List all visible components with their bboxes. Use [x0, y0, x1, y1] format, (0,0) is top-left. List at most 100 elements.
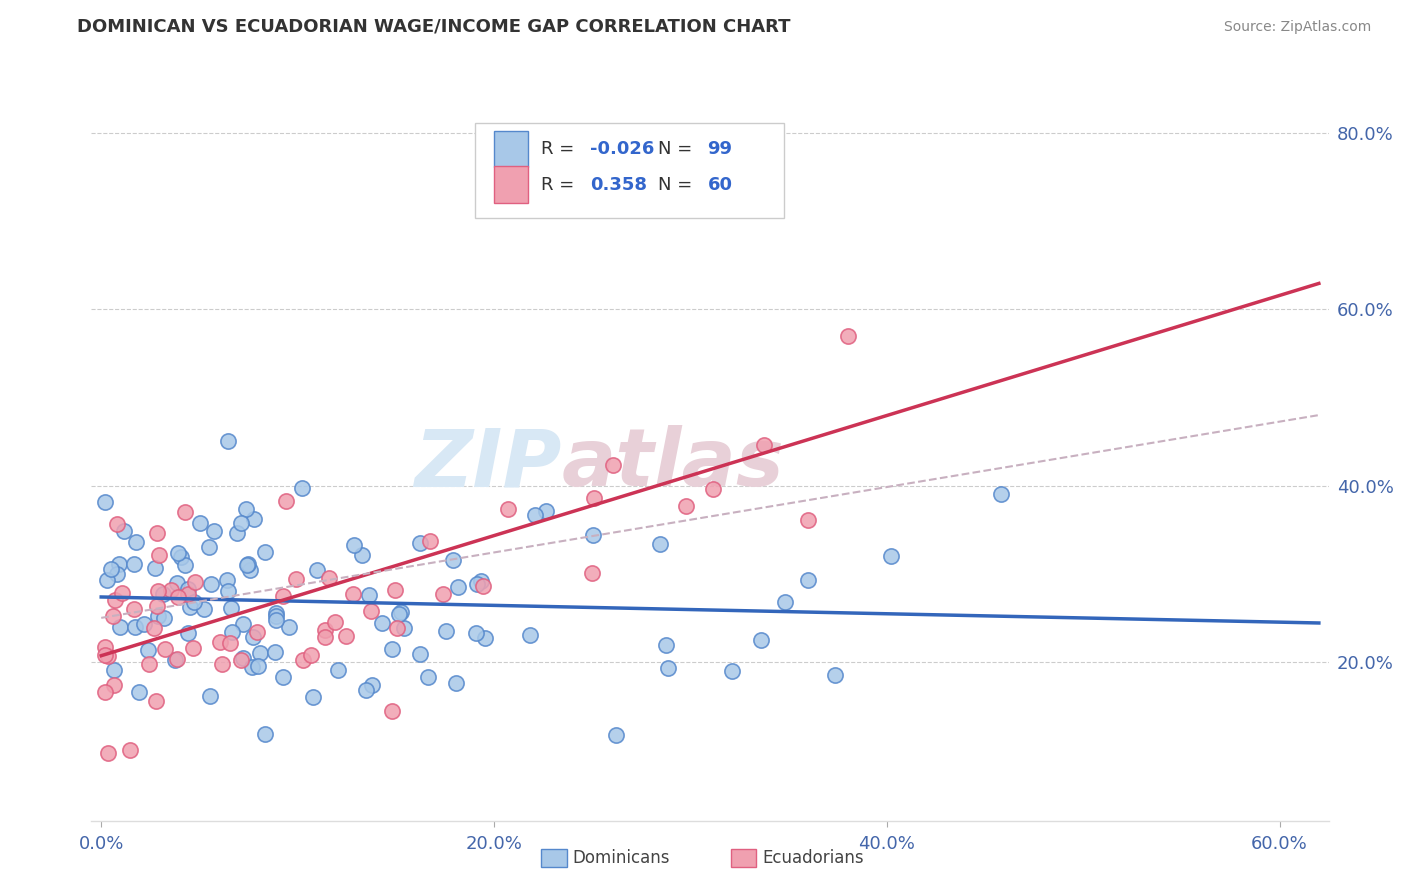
Point: [314, 623, 336, 637]
Point: [166, 652, 188, 666]
Point: [125, 534, 148, 549]
Point: [441, 553, 464, 567]
Point: [519, 628, 541, 642]
Point: [177, 582, 200, 596]
Point: [200, 689, 222, 703]
Point: [163, 653, 186, 667]
Point: [177, 625, 200, 640]
Point: [444, 676, 467, 690]
Point: [202, 524, 225, 538]
Point: [388, 607, 411, 622]
Point: [211, 657, 233, 671]
Point: [314, 630, 336, 644]
Point: [146, 609, 169, 624]
Point: [264, 645, 287, 659]
Point: [217, 584, 239, 599]
Point: [273, 670, 295, 684]
Point: [174, 558, 197, 572]
Point: [122, 602, 145, 616]
Point: [181, 640, 204, 655]
Text: DOMINICAN VS ECUADORIAN WAGE/INCOME GAP CORRELATION CHART: DOMINICAN VS ECUADORIAN WAGE/INCOME GAP …: [77, 17, 790, 35]
Text: Ecuadorians: Ecuadorians: [762, 849, 863, 867]
Point: [277, 620, 299, 634]
Point: [290, 481, 312, 495]
Point: [773, 595, 796, 609]
Point: [384, 582, 406, 597]
Point: [534, 504, 557, 518]
Point: [104, 593, 127, 607]
Point: [148, 548, 170, 562]
Point: [143, 621, 166, 635]
Point: [170, 549, 193, 564]
Point: [184, 574, 207, 589]
Point: [323, 615, 346, 629]
Point: [474, 631, 496, 645]
Point: [105, 516, 128, 531]
Point: [409, 535, 432, 549]
Point: [581, 566, 603, 580]
Point: [371, 616, 394, 631]
Point: [236, 557, 259, 571]
Point: [120, 743, 142, 757]
Text: 60: 60: [707, 176, 733, 194]
Text: R =: R =: [540, 140, 579, 158]
Point: [342, 587, 364, 601]
Point: [218, 636, 240, 650]
Point: [640, 187, 662, 202]
Point: [274, 494, 297, 508]
Point: [432, 586, 454, 600]
Point: [148, 584, 170, 599]
Point: [796, 513, 818, 527]
Point: [105, 567, 128, 582]
Text: -0.026: -0.026: [591, 140, 654, 158]
Point: [470, 574, 492, 589]
Point: [208, 634, 231, 648]
Point: [582, 491, 605, 505]
Point: [226, 526, 249, 541]
Point: [197, 540, 219, 554]
Point: [94, 685, 117, 699]
Point: [837, 328, 859, 343]
Point: [232, 651, 254, 665]
Point: [605, 728, 627, 742]
Point: [602, 458, 624, 472]
Point: [159, 582, 181, 597]
Point: [153, 642, 176, 657]
Point: [246, 625, 269, 640]
Point: [264, 608, 287, 623]
Point: [328, 663, 350, 677]
Point: [97, 746, 120, 760]
Point: [217, 434, 239, 449]
Point: [96, 573, 118, 587]
Point: [145, 694, 167, 708]
Point: [752, 438, 775, 452]
Point: [190, 516, 212, 530]
Point: [824, 667, 846, 681]
Text: N =: N =: [658, 176, 697, 194]
Point: [648, 537, 671, 551]
Point: [419, 534, 441, 549]
Point: [524, 508, 547, 523]
Text: ZIP: ZIP: [415, 425, 561, 503]
Point: [392, 621, 415, 635]
FancyBboxPatch shape: [475, 123, 785, 218]
Point: [434, 624, 457, 639]
Point: [94, 495, 117, 509]
Point: [253, 727, 276, 741]
Point: [200, 577, 222, 591]
Point: [360, 604, 382, 618]
Point: [273, 589, 295, 603]
Point: [219, 601, 242, 615]
Point: [291, 653, 314, 667]
Point: [145, 525, 167, 540]
Bar: [494, 130, 529, 167]
Point: [246, 659, 269, 673]
Point: [389, 605, 412, 619]
Point: [221, 625, 243, 640]
Point: [215, 573, 238, 587]
Point: [124, 619, 146, 633]
Point: [124, 557, 146, 571]
Point: [359, 588, 381, 602]
Point: [409, 647, 432, 661]
Point: [354, 682, 377, 697]
